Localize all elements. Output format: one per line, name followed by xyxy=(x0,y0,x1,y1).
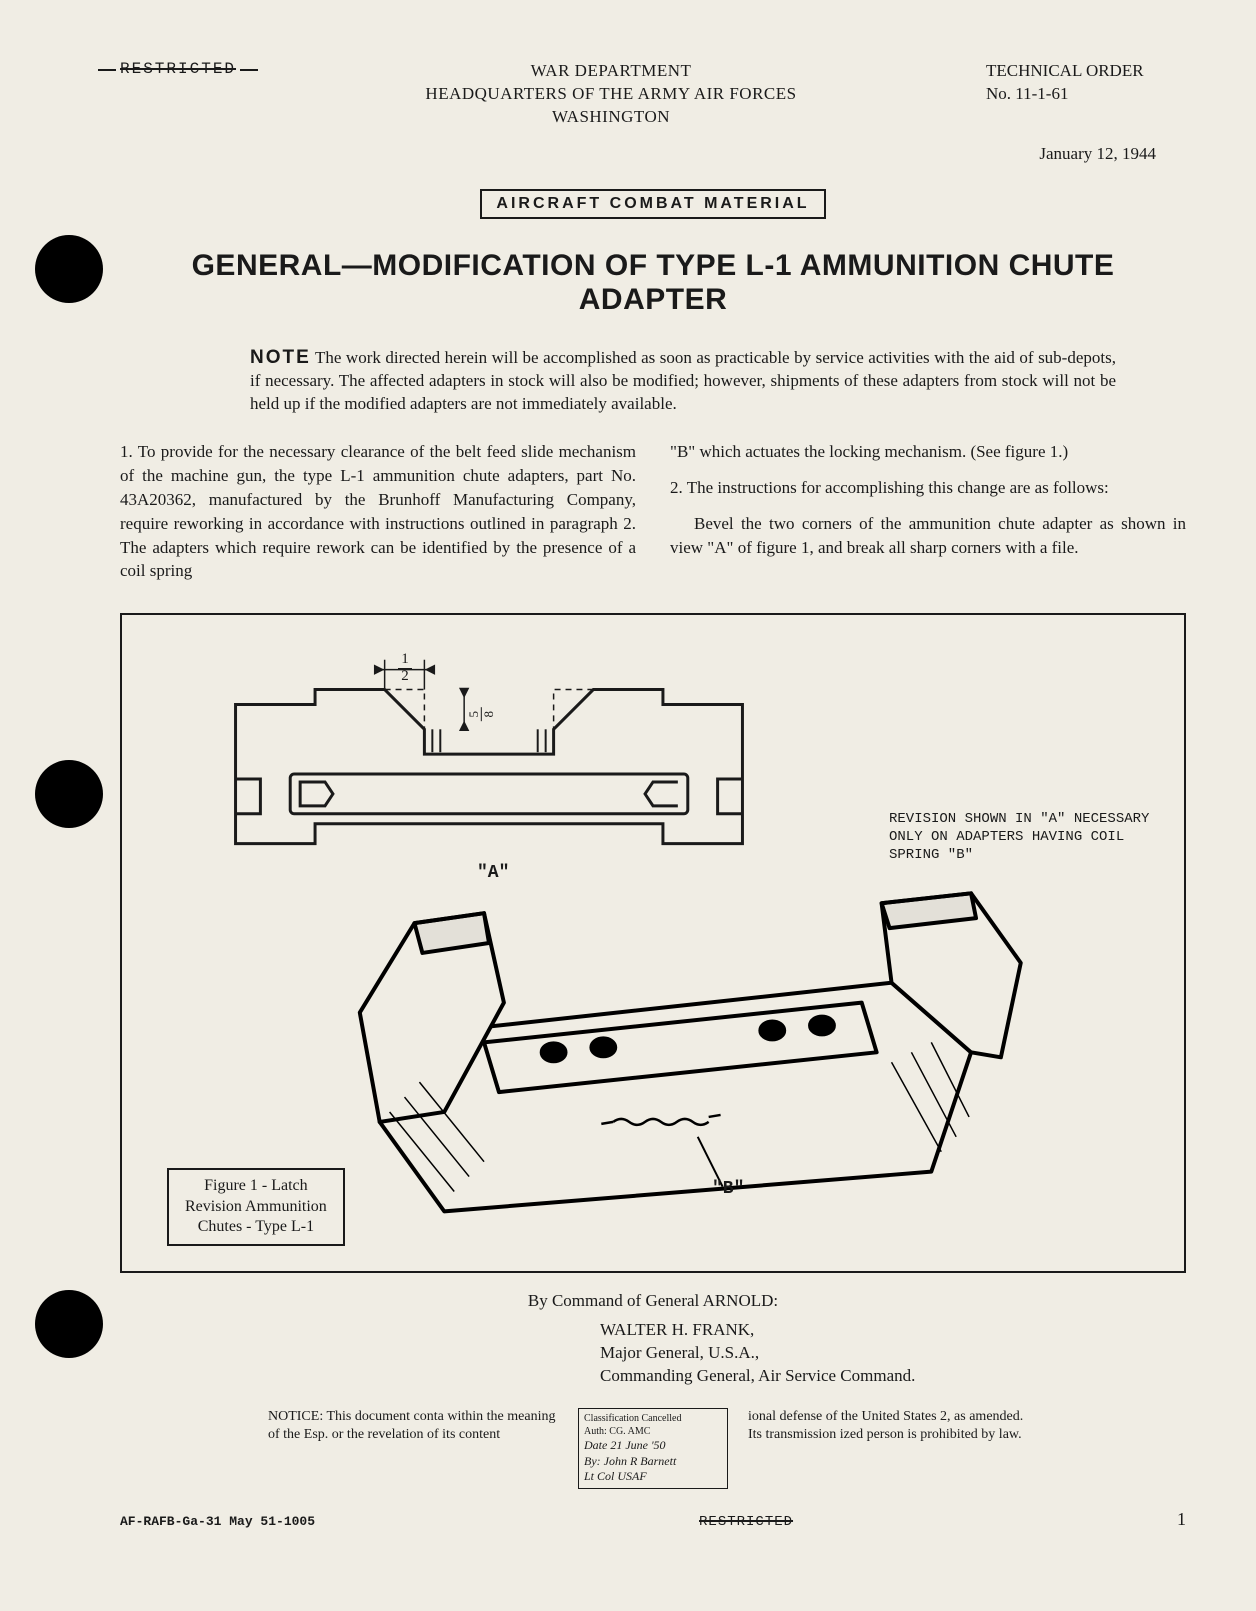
punch-hole xyxy=(35,235,103,303)
column-right: "B" which actuates the locking mechanism… xyxy=(670,440,1186,595)
to-number: No. 11-1-61 xyxy=(986,83,1186,106)
hq-line: HEADQUARTERS OF THE ARMY AIR FORCES xyxy=(236,83,986,106)
para-1-cont: "B" which actuates the locking mechanism… xyxy=(670,440,1186,464)
dim-num: 5 xyxy=(466,711,481,718)
notice-right: ional defense of the United States 2, as… xyxy=(748,1408,1038,1444)
body-columns: 1. To provide for the necessary clearanc… xyxy=(120,440,1186,595)
city-line: WASHINGTON xyxy=(236,106,986,129)
note-text: The work directed herein will be accompl… xyxy=(250,348,1116,414)
callout-label-b: "B" xyxy=(712,1179,744,1199)
stamp-l2: Auth: CG. AMC xyxy=(584,1425,722,1438)
dimension-half-inch: 1 2 xyxy=(398,653,412,683)
publication-date: January 12, 1944 xyxy=(120,144,1186,164)
document-title: GENERAL—MODIFICATION OF TYPE L-1 AMMUNIT… xyxy=(120,249,1186,317)
revision-note: REVISION SHOWN IN "A" NECESSARY ONLY ON … xyxy=(889,810,1159,865)
dim-num: 1 xyxy=(401,651,409,667)
print-code: AF-RAFB-Ga-31 May 51-1005 xyxy=(120,1514,315,1529)
dim-den: 8 xyxy=(481,711,496,718)
stamp-by: By: John R Barnett xyxy=(584,1454,722,1470)
notice-left: NOTICE: This document conta within the m… xyxy=(268,1408,558,1444)
para-2: 2. The instructions for accomplishing th… xyxy=(670,476,1186,500)
command-line: By Command of General ARNOLD: xyxy=(120,1291,1186,1311)
dimension-five-eighths: 5 8 xyxy=(468,707,494,721)
caption-l1: Figure 1 - Latch xyxy=(185,1176,327,1197)
stamp-rank: Lt Col USAF xyxy=(584,1469,722,1485)
view-label-a: "A" xyxy=(477,863,509,883)
stamp-l1: Classification Cancelled xyxy=(584,1412,722,1425)
signer-name: WALTER H. FRANK, xyxy=(600,1319,1186,1342)
dept-line: WAR DEPARTMENT xyxy=(236,60,986,83)
punch-hole xyxy=(35,760,103,828)
declass-stamp: Classification Cancelled Auth: CG. AMC D… xyxy=(578,1408,728,1489)
page-footer: AF-RAFB-Ga-31 May 51-1005 RESTRICTED 1 xyxy=(120,1509,1186,1530)
dim-den: 2 xyxy=(401,668,409,684)
page-header: RESTRICTED WAR DEPARTMENT HEADQUARTERS O… xyxy=(120,60,1186,129)
page-number: 1 xyxy=(1177,1509,1186,1530)
note-label: NOTE xyxy=(250,347,311,368)
caption-l3: Chutes - Type L-1 xyxy=(185,1217,327,1238)
para-1: 1. To provide for the necessary clearanc… xyxy=(120,440,636,583)
publication-id: TECHNICAL ORDER No. 11-1-61 xyxy=(986,60,1186,106)
subject-tag: AIRCRAFT COMBAT MATERIAL xyxy=(480,189,825,219)
punch-hole xyxy=(35,1290,103,1358)
to-label: TECHNICAL ORDER xyxy=(986,60,1186,83)
figure-caption: Figure 1 - Latch Revision Ammunition Chu… xyxy=(167,1168,345,1246)
column-left: 1. To provide for the necessary clearanc… xyxy=(120,440,636,595)
classification-bottom: RESTRICTED xyxy=(699,1514,793,1530)
signer-position: Commanding General, Air Service Command. xyxy=(600,1365,1186,1388)
signer-rank: Major General, U.S.A., xyxy=(600,1342,1186,1365)
espionage-notice: NOTICE: This document conta within the m… xyxy=(120,1408,1186,1489)
issuing-office: WAR DEPARTMENT HEADQUARTERS OF THE ARMY … xyxy=(236,60,986,129)
figure-1: 1 2 5 8 "A" "B" REVISION SHOWN IN "A" NE… xyxy=(120,613,1186,1273)
note-block: NOTE The work directed herein will be ac… xyxy=(120,345,1186,417)
stamp-date: Date 21 June '50 xyxy=(584,1438,722,1454)
signature-block: WALTER H. FRANK, Major General, U.S.A., … xyxy=(120,1319,1186,1388)
caption-l2: Revision Ammunition xyxy=(185,1197,327,1218)
para-2-instr: Bevel the two corners of the ammunition … xyxy=(670,512,1186,560)
classification-top: RESTRICTED xyxy=(120,60,236,78)
subject-wrap: AIRCRAFT COMBAT MATERIAL xyxy=(120,189,1186,219)
